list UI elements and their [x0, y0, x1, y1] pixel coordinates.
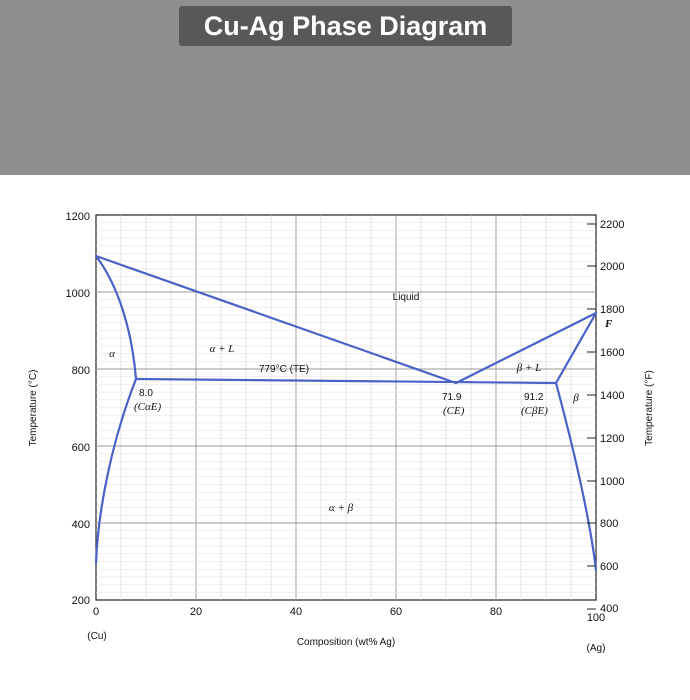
y-left-tick: 1000 [66, 288, 90, 300]
x-left-end-label: (Cu) [87, 631, 106, 642]
eutectic-isotherm [134, 377, 558, 385]
region-beta-liquid-label: β + L [516, 362, 542, 374]
x-tick: 60 [390, 606, 402, 618]
y-left-tick: 1200 [66, 211, 90, 223]
y-right-tick: 1600 [600, 347, 624, 359]
y-right-ticks [587, 223, 596, 610]
y-right-tick: 800 [600, 518, 618, 530]
y-left-tick-labels: 200 400 600 800 1000 1200 [66, 211, 90, 607]
eutectic-temperature-label: 779°C (TE) [259, 364, 309, 375]
y-left-axis-title: Temperature (°C) [28, 370, 39, 447]
region-alpha-label: α [109, 348, 115, 360]
liquidus-beta-line [454, 311, 598, 385]
x-tick: 40 [290, 606, 302, 618]
x-tick: 80 [490, 606, 502, 618]
eutectic-composition: 71.9 [442, 392, 462, 403]
y-right-tick: 2200 [600, 219, 624, 231]
x-tick: 0 [93, 606, 99, 618]
y-left-tick: 600 [72, 442, 90, 454]
point-f-label: F [604, 318, 613, 330]
region-alpha-beta-label: α + β [329, 502, 354, 514]
region-alpha-liquid-label: α + L [210, 343, 235, 355]
page-title: Cu-Ag Phase Diagram [179, 6, 512, 46]
grid-lines [96, 215, 596, 600]
beta-eutectic-composition-label: (CβE) [521, 405, 548, 417]
x-tick: 100 [587, 612, 605, 624]
y-right-tick: 1200 [600, 433, 624, 445]
alpha-eutectic-composition: 8.0 [139, 388, 153, 399]
beta-solvus-line [554, 381, 598, 572]
y-right-axis-title: Temperature (°F) [644, 370, 655, 446]
y-right-tick: 600 [600, 561, 618, 573]
y-left-tick: 400 [72, 519, 90, 531]
y-left-tick: 200 [72, 595, 90, 607]
alpha-eutectic-composition-label: (CαE) [134, 401, 161, 413]
y-right-tick: 1800 [600, 304, 624, 316]
y-right-tick-labels: 400 600 800 1000 1200 1400 1600 1800 200… [600, 219, 624, 615]
alpha-solvus-line [94, 377, 138, 565]
x-tick: 20 [190, 606, 202, 618]
alpha-solidus-line [94, 254, 138, 381]
beta-solidus-line [554, 311, 598, 385]
x-axis-title: Composition (wt% Ag) [297, 637, 395, 648]
y-right-tick: 1400 [600, 390, 624, 402]
x-tick-labels: 0 20 40 60 80 100 [93, 606, 605, 624]
beta-eutectic-composition: 91.2 [524, 392, 544, 403]
liquidus-alpha-line [94, 254, 458, 385]
eutectic-composition-label: (CE) [443, 405, 465, 417]
y-right-tick: 400 [600, 603, 618, 615]
region-beta-label: β [572, 392, 579, 404]
y-right-tick: 2000 [600, 261, 624, 273]
region-liquid-label: Liquid [393, 292, 420, 303]
y-left-tick: 800 [72, 365, 90, 377]
x-right-end-label: (Ag) [587, 643, 606, 654]
y-right-tick: 1000 [600, 476, 624, 488]
